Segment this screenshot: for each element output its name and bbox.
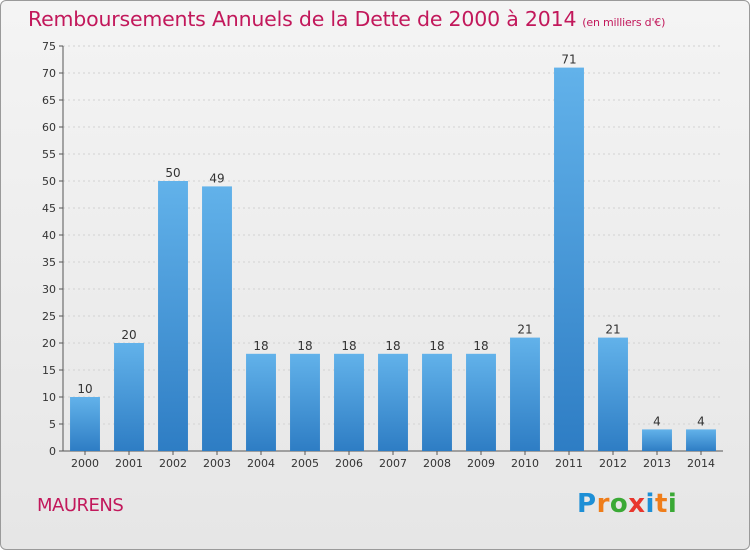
x-tick-label: 2011: [555, 457, 583, 470]
x-tick-label: 2010: [511, 457, 539, 470]
bar-value-label: 20: [121, 328, 136, 342]
x-tick-label: 2014: [687, 457, 715, 470]
bar-value-label: 18: [341, 339, 356, 353]
x-tick-label: 2008: [423, 457, 451, 470]
bar-value-label: 18: [297, 339, 312, 353]
bar: [158, 181, 188, 451]
y-tick-label: 25: [42, 310, 56, 323]
title-text: Remboursements Annuels de la Dette de 20…: [28, 7, 577, 31]
commune-name: MAURENS: [37, 495, 124, 516]
bars: [70, 67, 716, 451]
bar-value-label: 18: [385, 339, 400, 353]
logo-letter: P: [577, 489, 597, 519]
logo-letter: x: [628, 489, 646, 519]
bar-value-label: 4: [697, 414, 705, 428]
bar-value-label: 18: [253, 339, 268, 353]
y-tick-label: 65: [42, 94, 56, 107]
logo-letter: i: [645, 489, 655, 519]
y-tick-label: 60: [42, 121, 56, 134]
bar-value-label: 50: [165, 166, 180, 180]
x-tick-label: 2004: [247, 457, 275, 470]
bar-value-label: 21: [517, 323, 532, 337]
y-tick-label: 10: [42, 391, 56, 404]
x-tick-label: 2001: [115, 457, 143, 470]
bar-value-label: 4: [653, 414, 661, 428]
logo-letter: t: [654, 489, 668, 519]
bar: [114, 343, 144, 451]
bar-value-label: 18: [429, 339, 444, 353]
bar: [642, 429, 672, 451]
y-tick-label: 30: [42, 283, 56, 296]
x-tick-label: 2009: [467, 457, 495, 470]
bar: [554, 67, 584, 451]
bar: [422, 353, 452, 451]
bar-value-label: 49: [209, 171, 224, 185]
logo-letter: i: [667, 489, 678, 519]
y-tick-label: 40: [42, 229, 56, 242]
y-tick-label: 75: [42, 40, 56, 53]
x-tick-label: 2013: [643, 457, 671, 470]
y-tick-label: 55: [42, 148, 56, 161]
bar: [598, 337, 628, 451]
x-tick-label: 2005: [291, 457, 319, 470]
x-tick-label: 2000: [71, 457, 99, 470]
bar: [334, 353, 364, 451]
bar: [686, 429, 716, 451]
bar: [466, 353, 496, 451]
y-tick-label: 0: [49, 445, 56, 458]
bar: [246, 353, 276, 451]
bar-value-label: 18: [473, 339, 488, 353]
chart-subtitle: (en milliers d'€): [582, 16, 666, 29]
x-tick-label: 2002: [159, 457, 187, 470]
bar: [202, 186, 232, 451]
bar: [70, 397, 100, 451]
bar-value-label: 71: [561, 53, 576, 67]
x-tick-label: 2006: [335, 457, 363, 470]
x-tick-label: 2007: [379, 457, 407, 470]
y-tick-label: 5: [49, 418, 56, 431]
y-tick-label: 70: [42, 67, 56, 80]
data-labels: 10 20 50 49 18 18 18 18 18 18 21 71 21 4 4: [77, 53, 704, 429]
bar-value-label: 21: [605, 323, 620, 337]
bar: [510, 337, 540, 451]
y-tick-label: 35: [42, 256, 56, 269]
bar: [378, 353, 408, 451]
chart-title: Remboursements Annuels de la Dette de 20…: [28, 7, 665, 31]
bar: [290, 353, 320, 451]
logo-letter: o: [609, 489, 629, 519]
y-tick-label: 20: [42, 337, 56, 350]
y-tick-label: 50: [42, 175, 56, 188]
y-tick-label: 15: [42, 364, 56, 377]
y-tick-label: 45: [42, 202, 56, 215]
proxiti-logo: Proxiti: [577, 489, 677, 519]
x-tick-label: 2012: [599, 457, 627, 470]
logo-letter: r: [596, 489, 610, 519]
bar-value-label: 10: [77, 382, 92, 396]
x-tick-label: 2003: [203, 457, 231, 470]
